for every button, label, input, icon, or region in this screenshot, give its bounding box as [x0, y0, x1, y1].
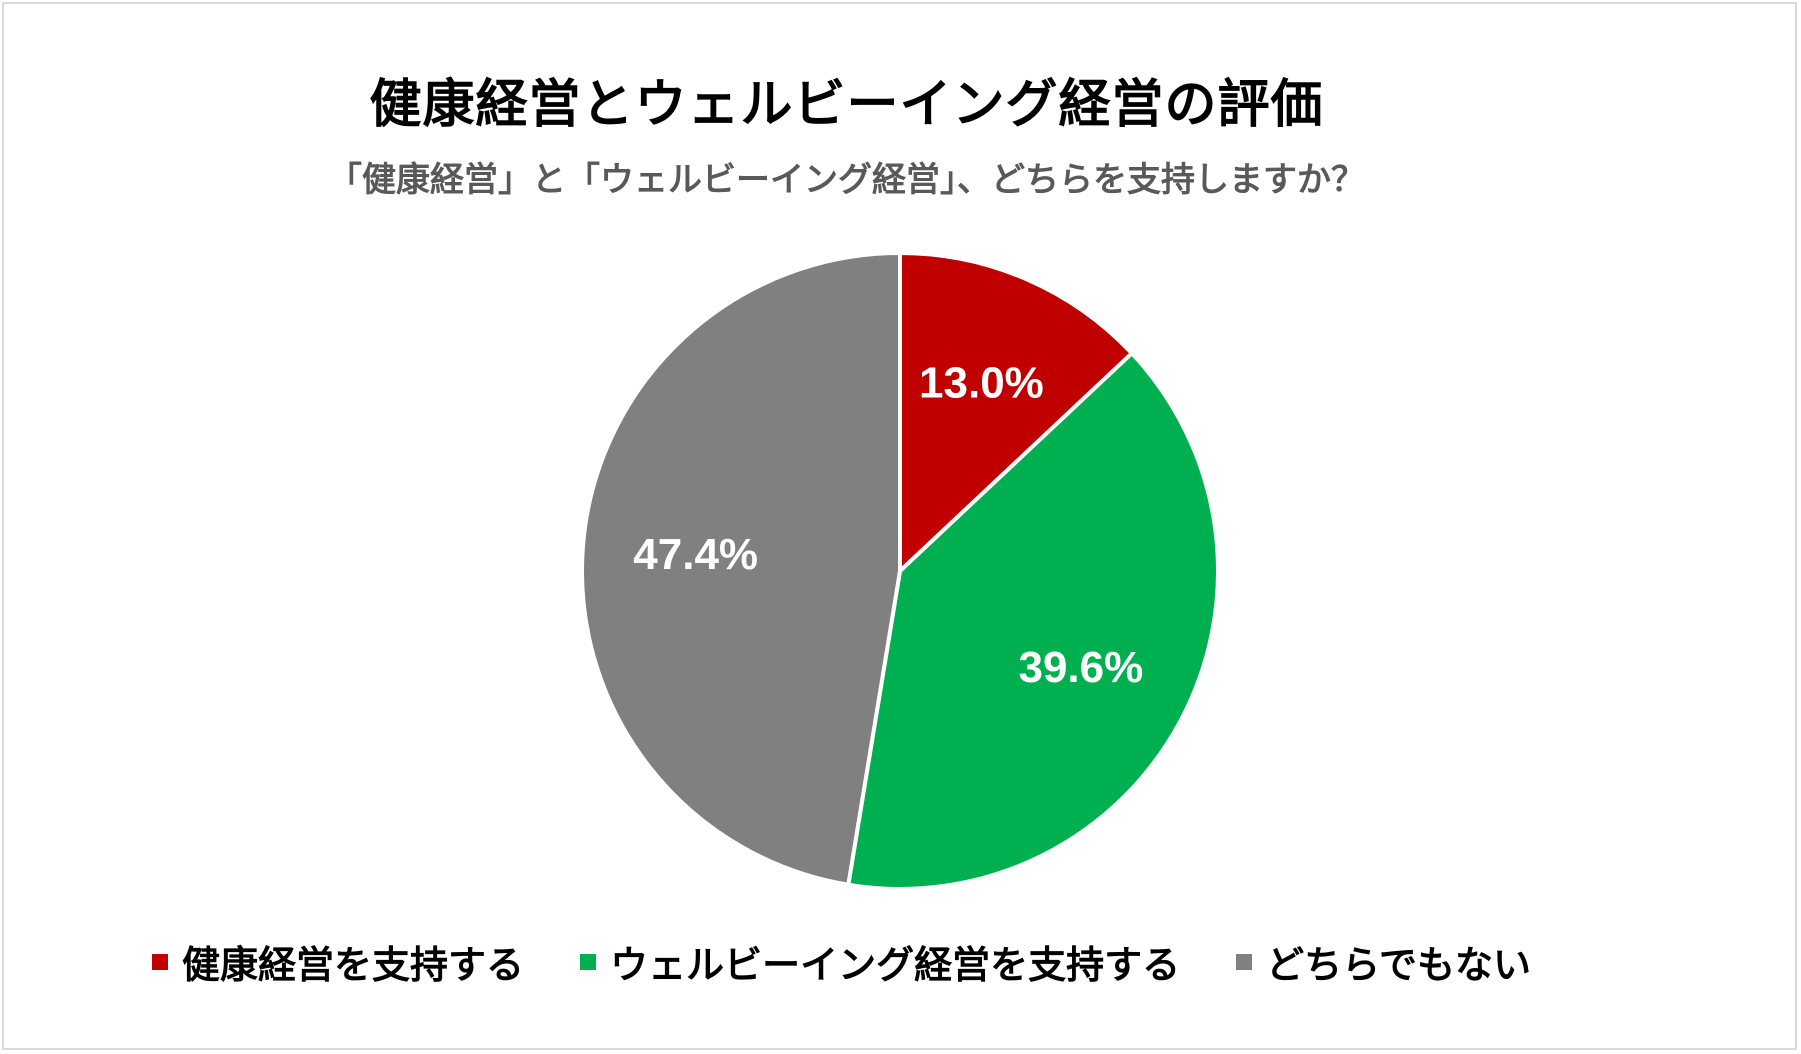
chart-subtitle: 「健康経営」と「ウェルビーイング経営」、どちらを支持しますか？	[328, 160, 1365, 200]
legend-swatch-green	[580, 953, 597, 970]
legend-label-neither: どちらでもない	[1266, 943, 1531, 987]
data-label-neither: 47.4%	[633, 530, 758, 579]
data-label-wellbeing: 39.6%	[1018, 643, 1143, 692]
pie-slice-kenko	[898, 251, 1134, 573]
data-label-kenko: 13.0%	[919, 358, 1044, 407]
legend-item-wellbeing: ウェルビーイング経営を支持する	[580, 934, 1180, 989]
pie-slice-neither	[580, 251, 902, 887]
pie-slices	[580, 251, 1220, 891]
pie-chart: 13.0% 39.6% 47.4%	[580, 251, 1220, 891]
legend-item-kenko: 健康経営を支持する	[152, 934, 524, 989]
pie-data-labels: 13.0% 39.6% 47.4%	[633, 358, 1143, 692]
chart-title: 健康経営とウェルビーイング経営の評価	[369, 75, 1324, 135]
legend-swatch-gray	[1236, 953, 1253, 970]
legend-item-neither: どちらでもない	[1236, 934, 1531, 989]
pie-slice-wellbeing	[846, 351, 1220, 891]
legend-label-wellbeing: ウェルビーイング経営を支持する	[610, 943, 1181, 987]
legend-swatch-red	[152, 953, 169, 970]
legend: 健康経営を支持する ウェルビーイング経営を支持する どちらでもない	[4, 934, 1799, 989]
legend-label-kenko: 健康経営を支持する	[182, 943, 525, 987]
